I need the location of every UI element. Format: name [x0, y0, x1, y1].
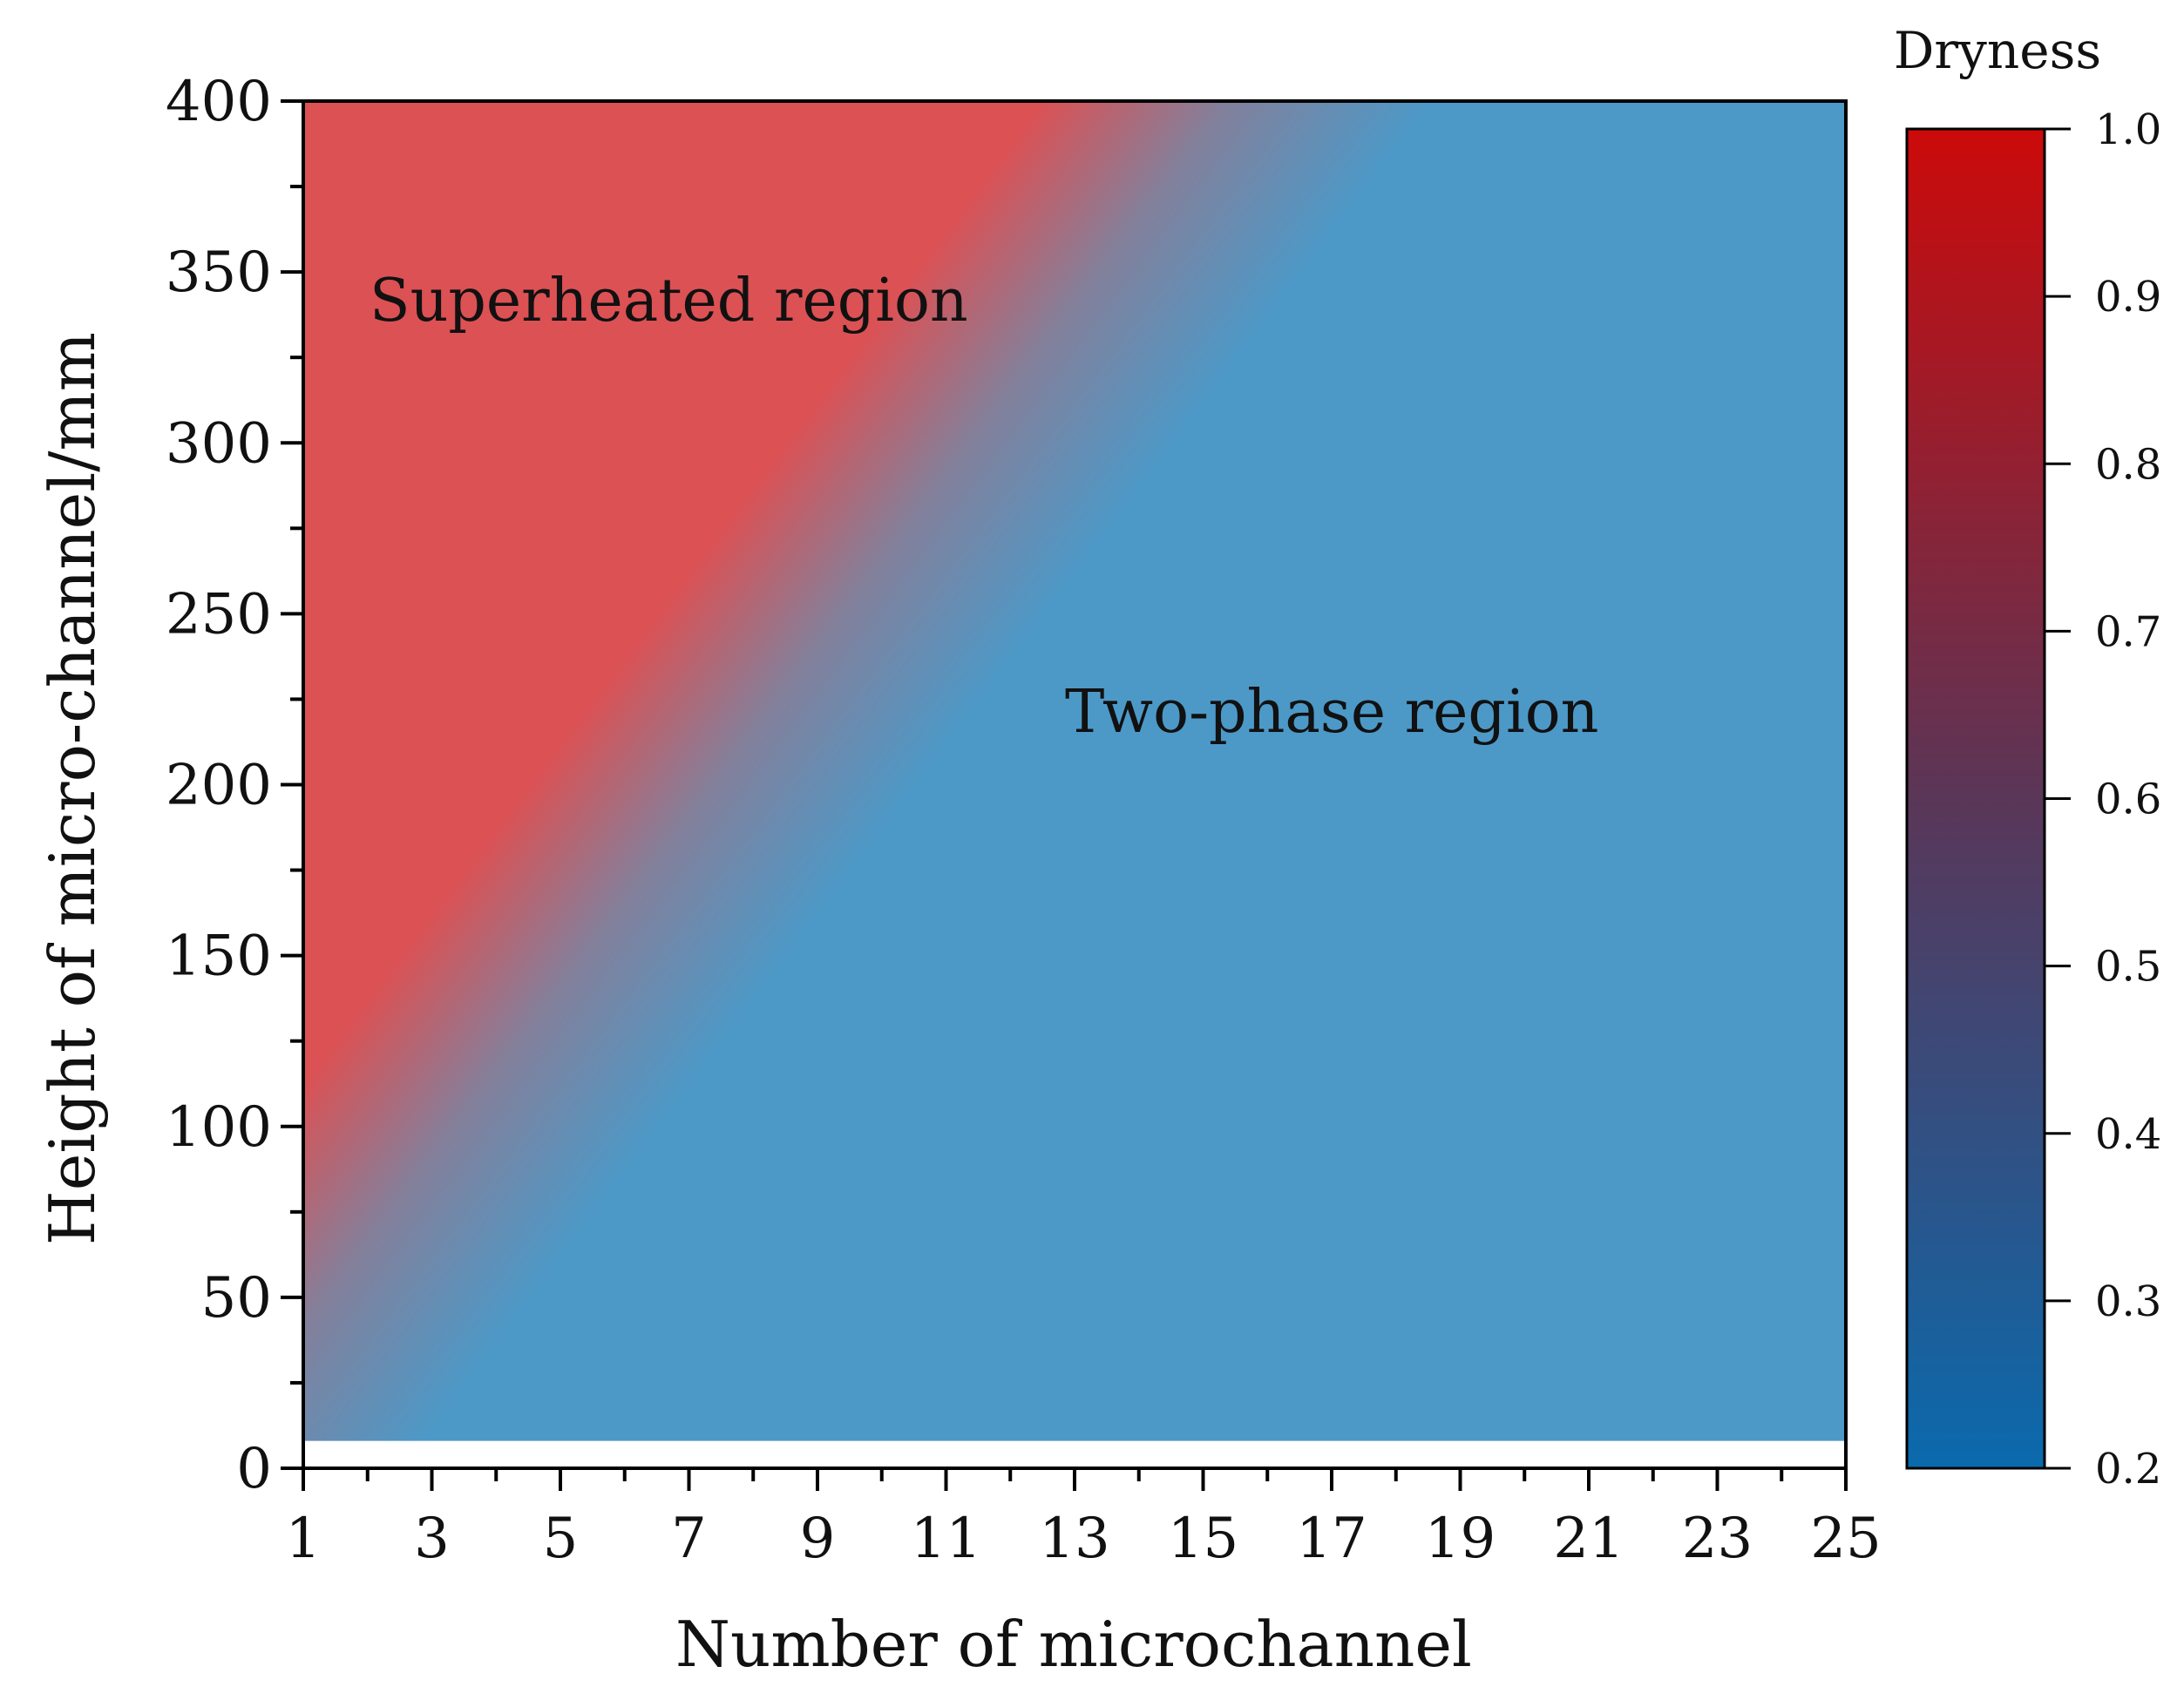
- y-tick-label: 350: [166, 240, 272, 305]
- x-tick-label: 13: [1039, 1507, 1109, 1571]
- x-tick-label: 11: [911, 1507, 981, 1571]
- x-tick-label: 21: [1553, 1507, 1624, 1571]
- colorbar: [1905, 127, 2046, 1470]
- x-axis-ticks: [302, 1468, 1848, 1491]
- y-axis-title: Height of micro-channel/mm: [36, 332, 109, 1245]
- colorbar-tick-label: 0.6: [2095, 776, 2161, 824]
- colorbar-ticks: [2045, 127, 2071, 1470]
- annotation-superheated-region: Superheated region: [370, 267, 968, 335]
- x-tick-label: 23: [1682, 1507, 1753, 1571]
- x-tick-label: 17: [1296, 1507, 1367, 1571]
- x-tick-label: 1: [286, 1507, 322, 1571]
- y-axis-tick-labels: 0 50 100 150 200 250 300 350 400: [166, 70, 272, 1501]
- y-tick-label: 300: [166, 411, 272, 476]
- x-axis-tick-labels: 1 3 5 7 9 11 13 15 17 19 21 23 25: [286, 1507, 1882, 1571]
- colorbar-tick-label: 1.0: [2095, 105, 2161, 154]
- colorbar-tick-labels: 1.0 0.9 0.8 0.7 0.6 0.5 0.4 0.3 0.2: [2095, 105, 2161, 1494]
- annotation-two-phase-region: Two-phase region: [1065, 678, 1598, 747]
- colorbar-title: Dryness: [1894, 21, 2101, 80]
- x-tick-label: 15: [1168, 1507, 1238, 1571]
- colorbar-tick-label: 0.8: [2095, 440, 2161, 489]
- colorbar-tick-label: 0.4: [2095, 1110, 2161, 1159]
- y-tick-label: 50: [201, 1266, 272, 1331]
- y-axis-ticks: [281, 99, 303, 1470]
- y-tick-label: 0: [236, 1437, 272, 1501]
- colorbar-tick-label: 0.2: [2095, 1445, 2161, 1494]
- x-tick-label: 25: [1810, 1507, 1881, 1571]
- y-tick-label: 200: [166, 754, 272, 818]
- colorbar-tick-label: 0.3: [2095, 1277, 2161, 1326]
- y-tick-label: 100: [166, 1095, 272, 1160]
- x-tick-label: 9: [800, 1507, 836, 1571]
- heatmap-field: [303, 101, 1846, 1441]
- y-tick-label: 150: [166, 925, 272, 989]
- colorbar-tick-label: 0.9: [2095, 273, 2161, 322]
- x-axis-title: Number of microchannel: [675, 1608, 1472, 1681]
- colorbar-tick-label: 0.7: [2095, 607, 2161, 656]
- colorbar-tick-label: 0.5: [2095, 943, 2161, 992]
- x-tick-label: 19: [1425, 1507, 1496, 1571]
- x-tick-label: 5: [543, 1507, 579, 1571]
- x-tick-label: 7: [671, 1507, 707, 1571]
- x-tick-label: 3: [414, 1507, 450, 1571]
- y-tick-label: 250: [166, 582, 272, 647]
- y-tick-label: 400: [166, 70, 272, 134]
